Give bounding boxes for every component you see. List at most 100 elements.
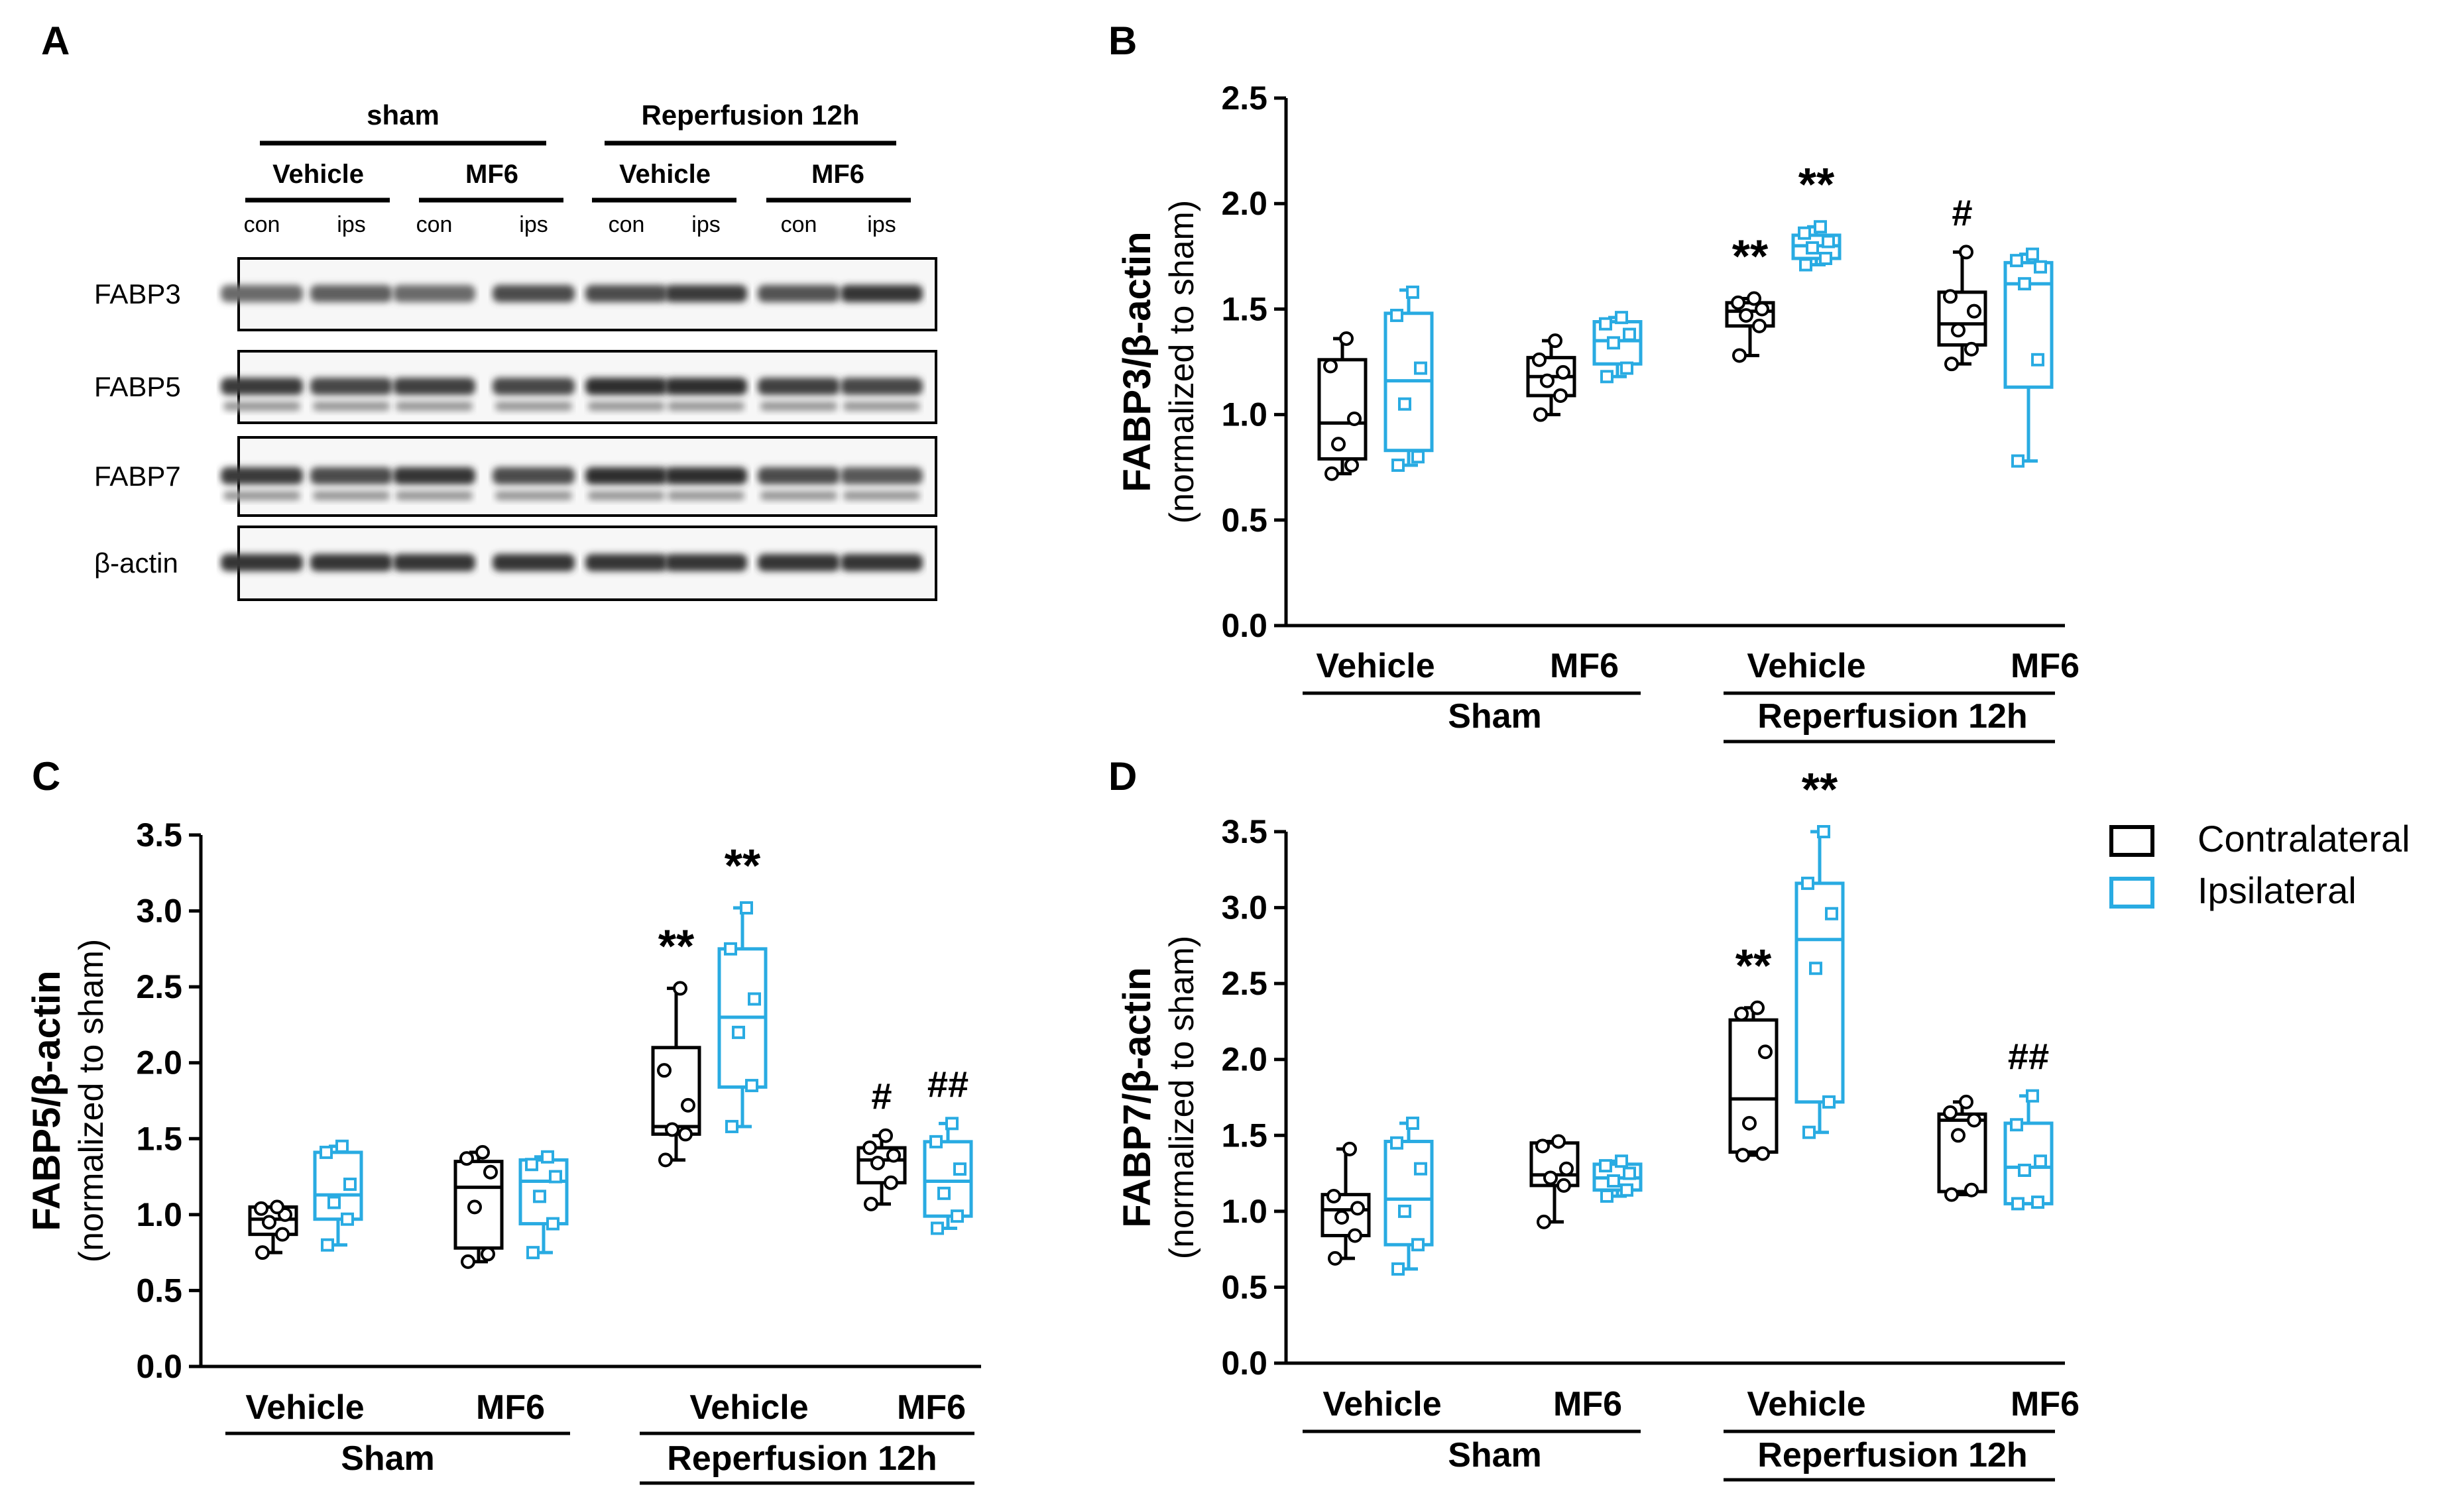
data-point — [1398, 397, 1411, 411]
data-point — [1334, 1210, 1349, 1225]
blot-subgroup-rep-mf6: MF6 — [811, 160, 864, 189]
data-point — [2010, 1118, 2023, 1132]
blot-lane-label: ips — [519, 212, 548, 237]
y-tick-label: 0.0 — [1221, 1345, 1267, 1382]
x-category-label: MF6 — [2011, 1385, 2080, 1423]
data-point — [929, 1135, 943, 1148]
data-point — [1600, 370, 1613, 384]
blot-band — [585, 467, 668, 484]
blot-band — [665, 285, 747, 302]
data-point — [724, 942, 737, 956]
data-point — [870, 1155, 885, 1170]
blot-band — [758, 554, 840, 571]
y-tick-label: 0.0 — [1221, 607, 1267, 644]
data-point — [541, 1150, 554, 1164]
significance-label: ** — [1732, 230, 1769, 282]
data-point — [732, 1025, 745, 1039]
blot-row-label: FABP5 — [94, 371, 181, 402]
x-category-label: Vehicle — [245, 1388, 364, 1427]
y-tick-label: 1.5 — [1221, 290, 1267, 327]
x-category-label: Vehicle — [1747, 1385, 1865, 1423]
blot-band — [493, 467, 575, 484]
legend-swatch-ipsilateral — [2109, 877, 2154, 909]
data-point — [2031, 353, 2044, 366]
box — [2003, 1121, 2054, 1205]
significance-label: # — [871, 1076, 892, 1117]
blot-band-lower — [223, 491, 300, 500]
blot-band — [393, 378, 475, 395]
blot-band — [758, 285, 840, 302]
data-point — [1806, 241, 1819, 255]
significance-label: ** — [658, 920, 695, 972]
blot-band — [221, 378, 303, 395]
legend: Contralateral Ipsilateral — [2109, 818, 2410, 911]
data-point — [275, 1227, 290, 1242]
blot-band — [758, 467, 840, 484]
box — [1320, 1193, 1371, 1238]
box — [856, 1146, 907, 1185]
legend-swatch-contralateral — [2109, 825, 2154, 857]
blot-band — [393, 554, 475, 571]
data-point — [740, 901, 753, 915]
y-tick-label: 2.5 — [1221, 965, 1267, 1002]
data-point — [254, 1201, 268, 1216]
y-tick-label: 0.0 — [136, 1348, 182, 1385]
data-point — [1548, 333, 1562, 349]
blot-band — [665, 467, 747, 484]
data-point — [1967, 1113, 1981, 1128]
data-point — [327, 1195, 341, 1209]
blot-band-lower — [588, 402, 665, 411]
data-point — [1964, 341, 1979, 357]
data-point — [1339, 331, 1354, 346]
data-point — [2011, 1197, 2024, 1211]
panel-label-a: A — [41, 19, 70, 63]
blot-lane-label: con — [416, 212, 453, 237]
data-point — [1964, 1182, 1979, 1197]
data-point — [270, 1199, 284, 1215]
data-point — [483, 1164, 498, 1180]
data-point — [2034, 260, 2047, 274]
legend-label-ipsilateral: Ipsilateral — [2198, 869, 2357, 911]
blot-band-lower — [668, 491, 744, 500]
data-point — [2026, 247, 2039, 261]
blot-lane-labels: con ips con ips con ips con ips — [244, 212, 896, 237]
box — [651, 1046, 701, 1136]
blot-band — [221, 285, 303, 302]
data-point — [1747, 291, 1761, 306]
chart-panel-c: 0.0 0.5 1.0 1.5 2.0 2.5 3.0 3.5 FABP5/β-actin (no… — [25, 816, 981, 1485]
data-point — [937, 1186, 951, 1200]
data-point — [1959, 245, 1973, 260]
x-category-label: Vehicle — [1316, 647, 1435, 685]
data-point — [1390, 308, 1403, 322]
data-point — [2026, 1089, 2039, 1103]
box — [1937, 1112, 1987, 1194]
data-point — [1620, 1183, 1633, 1197]
data-point — [1750, 1000, 1765, 1015]
data-point — [1559, 1161, 1574, 1176]
data-point — [1391, 1262, 1405, 1276]
data-point — [526, 1246, 540, 1260]
panel-label-b: B — [1108, 19, 1137, 63]
data-point — [665, 1122, 679, 1137]
data-point — [467, 1199, 482, 1215]
data-point — [1551, 1134, 1566, 1149]
significance-label: ** — [725, 840, 761, 891]
data-point — [549, 1170, 562, 1184]
significance-label: ** — [1802, 763, 1838, 815]
blot-band — [310, 378, 392, 395]
y-tick-label: 1.0 — [1221, 396, 1267, 433]
data-point — [878, 1128, 893, 1143]
data-point — [475, 1144, 490, 1160]
blot-band — [665, 554, 747, 571]
chart-panel-d: 0.0 0.5 1.0 1.5 2.0 2.5 3.0 3.5 FABP7/β-actin (no… — [1116, 763, 2080, 1482]
data-point — [1348, 1228, 1362, 1243]
data-point — [678, 1127, 693, 1142]
blot-lane-label: ips — [337, 212, 365, 237]
data-point — [1943, 1105, 1958, 1120]
data-point — [341, 1212, 354, 1226]
x-group-label: Reperfusion 12h — [1757, 697, 2027, 736]
data-point — [1732, 348, 1747, 363]
x-category-label: MF6 — [897, 1388, 966, 1427]
data-point — [1599, 1159, 1612, 1173]
blot-band-lower — [313, 491, 390, 500]
